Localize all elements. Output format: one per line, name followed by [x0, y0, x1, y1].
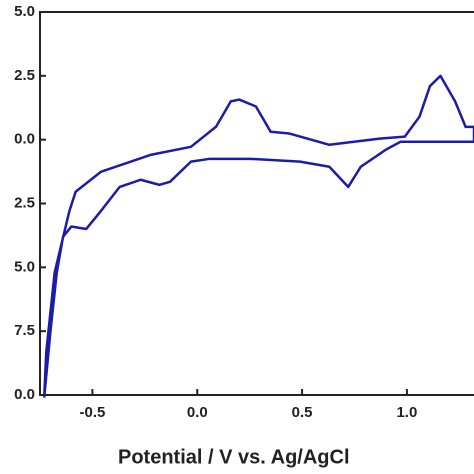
y-tick-label: 5.0	[14, 3, 35, 20]
axes	[39, 11, 474, 396]
x-tick-label: 0.5	[292, 404, 313, 421]
y-tick-label: 5.0	[14, 258, 35, 275]
x-tick-label: -0.5	[79, 404, 105, 421]
x-tick-label: 0.0	[187, 404, 208, 421]
x-tick-label: 1.0	[396, 404, 417, 421]
y-tick-label: 2.5	[14, 194, 35, 211]
x-axis-label: Potential / V vs. Ag/AgCl	[118, 446, 350, 468]
y-tick-label: 7.5	[14, 322, 35, 339]
cv-curve	[42, 74, 474, 398]
y-tick-label: 0.0	[14, 386, 35, 403]
y-tick-label: 2.5	[14, 67, 35, 84]
y-tick-label: 0.0	[14, 131, 35, 148]
